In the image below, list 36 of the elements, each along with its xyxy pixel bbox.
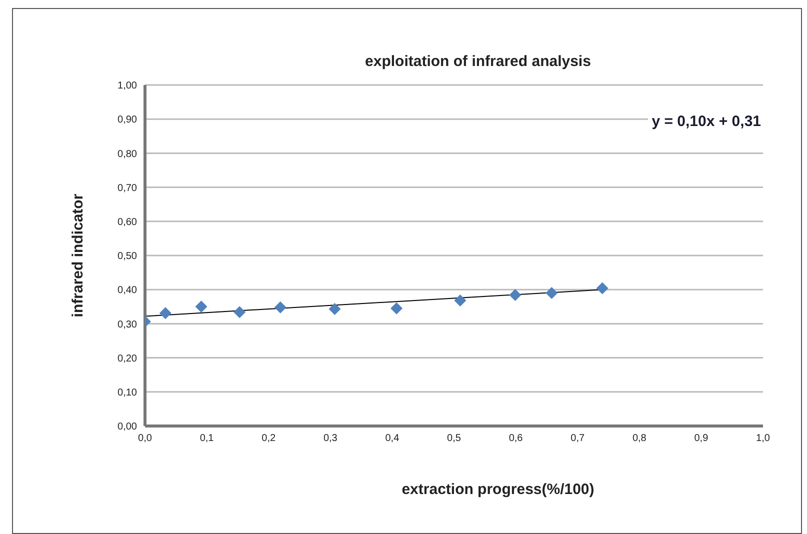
y-tick-label: 0,50 [118,251,138,262]
y-tick-label: 0,40 [118,285,138,296]
point [546,287,558,300]
x-tick-label: 0,5 [447,433,462,444]
point [328,303,341,316]
y-tick-label: 0,70 [118,182,138,194]
x-axis-title: extraction progress(%/100) [400,481,596,498]
point [195,300,208,313]
x-tick-label: 0,3 [323,433,338,444]
y-tick-label: 0,90 [118,114,138,126]
point [390,302,403,314]
y-axis-title: infrared indicator [69,194,86,318]
y-tick-label: 0,20 [118,353,138,364]
chart-title: exploitation of infrared analysis [364,53,592,70]
y-tick-label: 0,60 [118,216,138,228]
y-tick-label: 0,80 [118,148,138,160]
annotation: y = 0,10x + 0,31 [648,113,765,130]
x-tick-label: 0,7 [570,433,585,444]
point [159,307,172,320]
x-tick-label: 0,4 [385,433,400,444]
y-tick-label: 1,00 [118,80,138,92]
y-tick-label: 0,10 [118,387,138,398]
y-tick-label: 0,30 [118,319,138,330]
x-tick-label: 0,1 [200,433,214,444]
y-tick-label: 0,00 [118,422,138,433]
x-tick-label: 0,6 [508,433,524,444]
x-tick-label: 0,9 [694,433,709,444]
x-tick-label: 0,2 [262,433,276,444]
point [509,289,522,302]
x-tick-label: 0,8 [632,433,647,444]
point [454,294,466,307]
x-tick-label: 1,0 [756,433,770,444]
point [596,282,608,294]
point [274,301,286,314]
point [234,306,246,318]
x-tick-label: 0,0 [138,433,152,444]
